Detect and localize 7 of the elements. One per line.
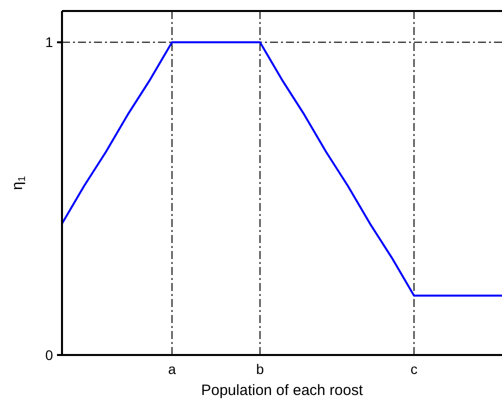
y-tick-label: 1 [45,34,54,50]
x-axis-title: Population of each roost [201,382,364,399]
x-tick-label: a [168,360,176,377]
line-series [61,41,502,297]
x-tick-label: b [256,360,264,377]
x-tick-label: c [410,360,418,377]
y-tick-label: 0 [45,346,54,363]
